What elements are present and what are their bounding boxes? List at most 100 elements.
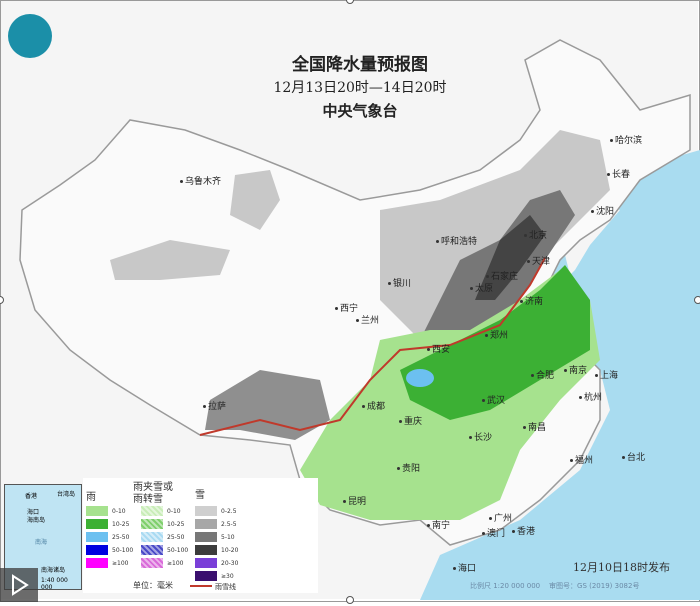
- ocean: [420, 150, 700, 600]
- snow-tibet: [205, 370, 330, 440]
- legend-label-mixed: 10-25: [167, 521, 185, 528]
- legend-swatch-rain: [86, 558, 108, 568]
- city-label: 北京: [524, 228, 547, 241]
- resize-handle-right[interactable]: [694, 296, 700, 304]
- inset-label: 海南岛: [27, 517, 46, 524]
- legend-label-rain: 10-25: [112, 521, 130, 528]
- rain-heavy: [406, 369, 434, 387]
- inset-label: 台湾岛: [57, 491, 76, 498]
- legend-label-rain: ≥100: [112, 560, 129, 567]
- city-label: 济南: [520, 294, 543, 307]
- city-label: 上海: [595, 368, 618, 381]
- legend-swatch-snow: [195, 506, 217, 516]
- cma-logo: [8, 14, 52, 58]
- map-scale: 比例尺 1:20 000 000 审图号：GS (2019) 3082号: [470, 581, 639, 591]
- snow-west: [110, 240, 230, 280]
- legend-swatch-mixed: [141, 532, 163, 542]
- legend-label-mixed: 25-50: [167, 534, 185, 541]
- inset-label: 香港: [25, 493, 38, 500]
- legend-swatch-mixed: [141, 506, 163, 516]
- legend-label-rain: 25-50: [112, 534, 130, 541]
- legend-label-mixed: ≥100: [167, 560, 184, 567]
- city-label: 拉萨: [203, 399, 226, 412]
- city-label: 武汉: [482, 393, 505, 406]
- city-label: 成都: [362, 399, 385, 412]
- city-label: 合肥: [531, 368, 554, 381]
- inset-scale: 1:40 000 000: [41, 577, 68, 591]
- legend-swatch-snow: [195, 571, 217, 581]
- legend-label-snow: ≥30: [221, 573, 234, 580]
- play-icon: [12, 574, 29, 596]
- city-label: 哈尔滨: [610, 133, 642, 146]
- issue-time: 12月10日18时发布: [573, 561, 670, 574]
- city-label: 银川: [388, 276, 411, 289]
- legend-label-rain: 0-10: [112, 508, 126, 515]
- city-label: 西安: [427, 342, 450, 355]
- legend-rain-title: 雨: [86, 492, 96, 503]
- city-label: 乌鲁木齐: [180, 174, 221, 187]
- legend-label-mixed: 50-100: [167, 547, 189, 554]
- legend-label-snow: 10-20: [221, 547, 239, 554]
- legend: 雨 雨夹雪或雨转雪 雪 0-10 10-25 25-50 50-100 ≥100 0-10…: [83, 478, 318, 593]
- rain-snow-line: [199, 257, 546, 436]
- legend-swatch-snow: [195, 532, 217, 542]
- legend-snow-title: 雪: [195, 490, 205, 501]
- city-label: 石家庄: [486, 269, 518, 282]
- legend-unit: 单位：毫米: [133, 581, 173, 590]
- legend-swatch-mixed: [141, 519, 163, 529]
- map-number: 审图号：GS (2019) 3082号: [549, 582, 640, 590]
- city-label: 南京: [564, 363, 587, 376]
- city-label: 贵阳: [397, 461, 420, 474]
- inset-label: 海口: [27, 509, 40, 516]
- forecast-period: 12月13日20时—14日20时: [273, 80, 447, 96]
- legend-label-mixed: 0-10: [167, 508, 181, 515]
- south-china-sea-inset: 香港 台湾岛 海口 海南岛 南海 南海诸岛 1:40 000 000: [4, 484, 82, 591]
- city-label: 广州: [489, 511, 512, 524]
- city-label: 南昌: [523, 420, 546, 433]
- city-label: 西宁: [335, 301, 358, 314]
- legend-mixed-title: 雨夹雪或雨转雪: [133, 482, 173, 505]
- city-label: 海口: [453, 561, 476, 574]
- city-label: 长春: [607, 167, 630, 180]
- city-label: 南宁: [427, 518, 450, 531]
- issuer: 中央气象台: [322, 102, 398, 120]
- city-label: 沈阳: [591, 204, 614, 217]
- legend-swatch-mixed: [141, 545, 163, 555]
- legend-swatch-snow: [195, 519, 217, 529]
- city-label: 澳门: [482, 526, 505, 539]
- city-label: 杭州: [579, 390, 602, 403]
- legend-label-rain: 50-100: [112, 547, 134, 554]
- city-label: 太原: [470, 281, 493, 294]
- snow-light-north: [380, 130, 610, 340]
- city-label: 兰州: [356, 313, 379, 326]
- map-title: 全国降水量预报图: [292, 55, 428, 75]
- city-label: 福州: [570, 453, 593, 466]
- scale-text: 比例尺 1:20 000 000: [470, 582, 541, 590]
- legend-swatch-rain: [86, 506, 108, 516]
- inset-label: 南海诸岛: [41, 567, 66, 574]
- legend-line-label: 雨雪线: [215, 583, 236, 591]
- city-label: 郑州: [485, 328, 508, 341]
- legend-swatch-snow: [195, 545, 217, 555]
- play-button[interactable]: [0, 568, 38, 602]
- city-label: 天津: [527, 254, 550, 267]
- legend-label-snow: 2.5-5: [221, 521, 237, 528]
- city-label: 重庆: [399, 414, 422, 427]
- legend-label-snow: 5-10: [221, 534, 235, 541]
- legend-swatch-mixed: [141, 558, 163, 568]
- resize-handle-bottom[interactable]: [346, 596, 354, 604]
- legend-swatch-rain: [86, 545, 108, 555]
- city-label: 香港: [512, 524, 535, 537]
- snow-tianshan: [230, 170, 280, 230]
- inset-label: 南海: [35, 539, 48, 546]
- legend-swatch-snow: [195, 558, 217, 568]
- city-label: 长沙: [469, 430, 492, 443]
- legend-swatch-rain: [86, 519, 108, 529]
- city-label: 昆明: [343, 494, 366, 507]
- city-label: 台北: [622, 450, 645, 463]
- legend-swatch-rain: [86, 532, 108, 542]
- rain-snow-line-swatch: [190, 585, 212, 587]
- legend-label-snow: 20-30: [221, 560, 239, 567]
- city-label: 呼和浩特: [436, 234, 477, 247]
- legend-label-snow: 0-2.5: [221, 508, 237, 515]
